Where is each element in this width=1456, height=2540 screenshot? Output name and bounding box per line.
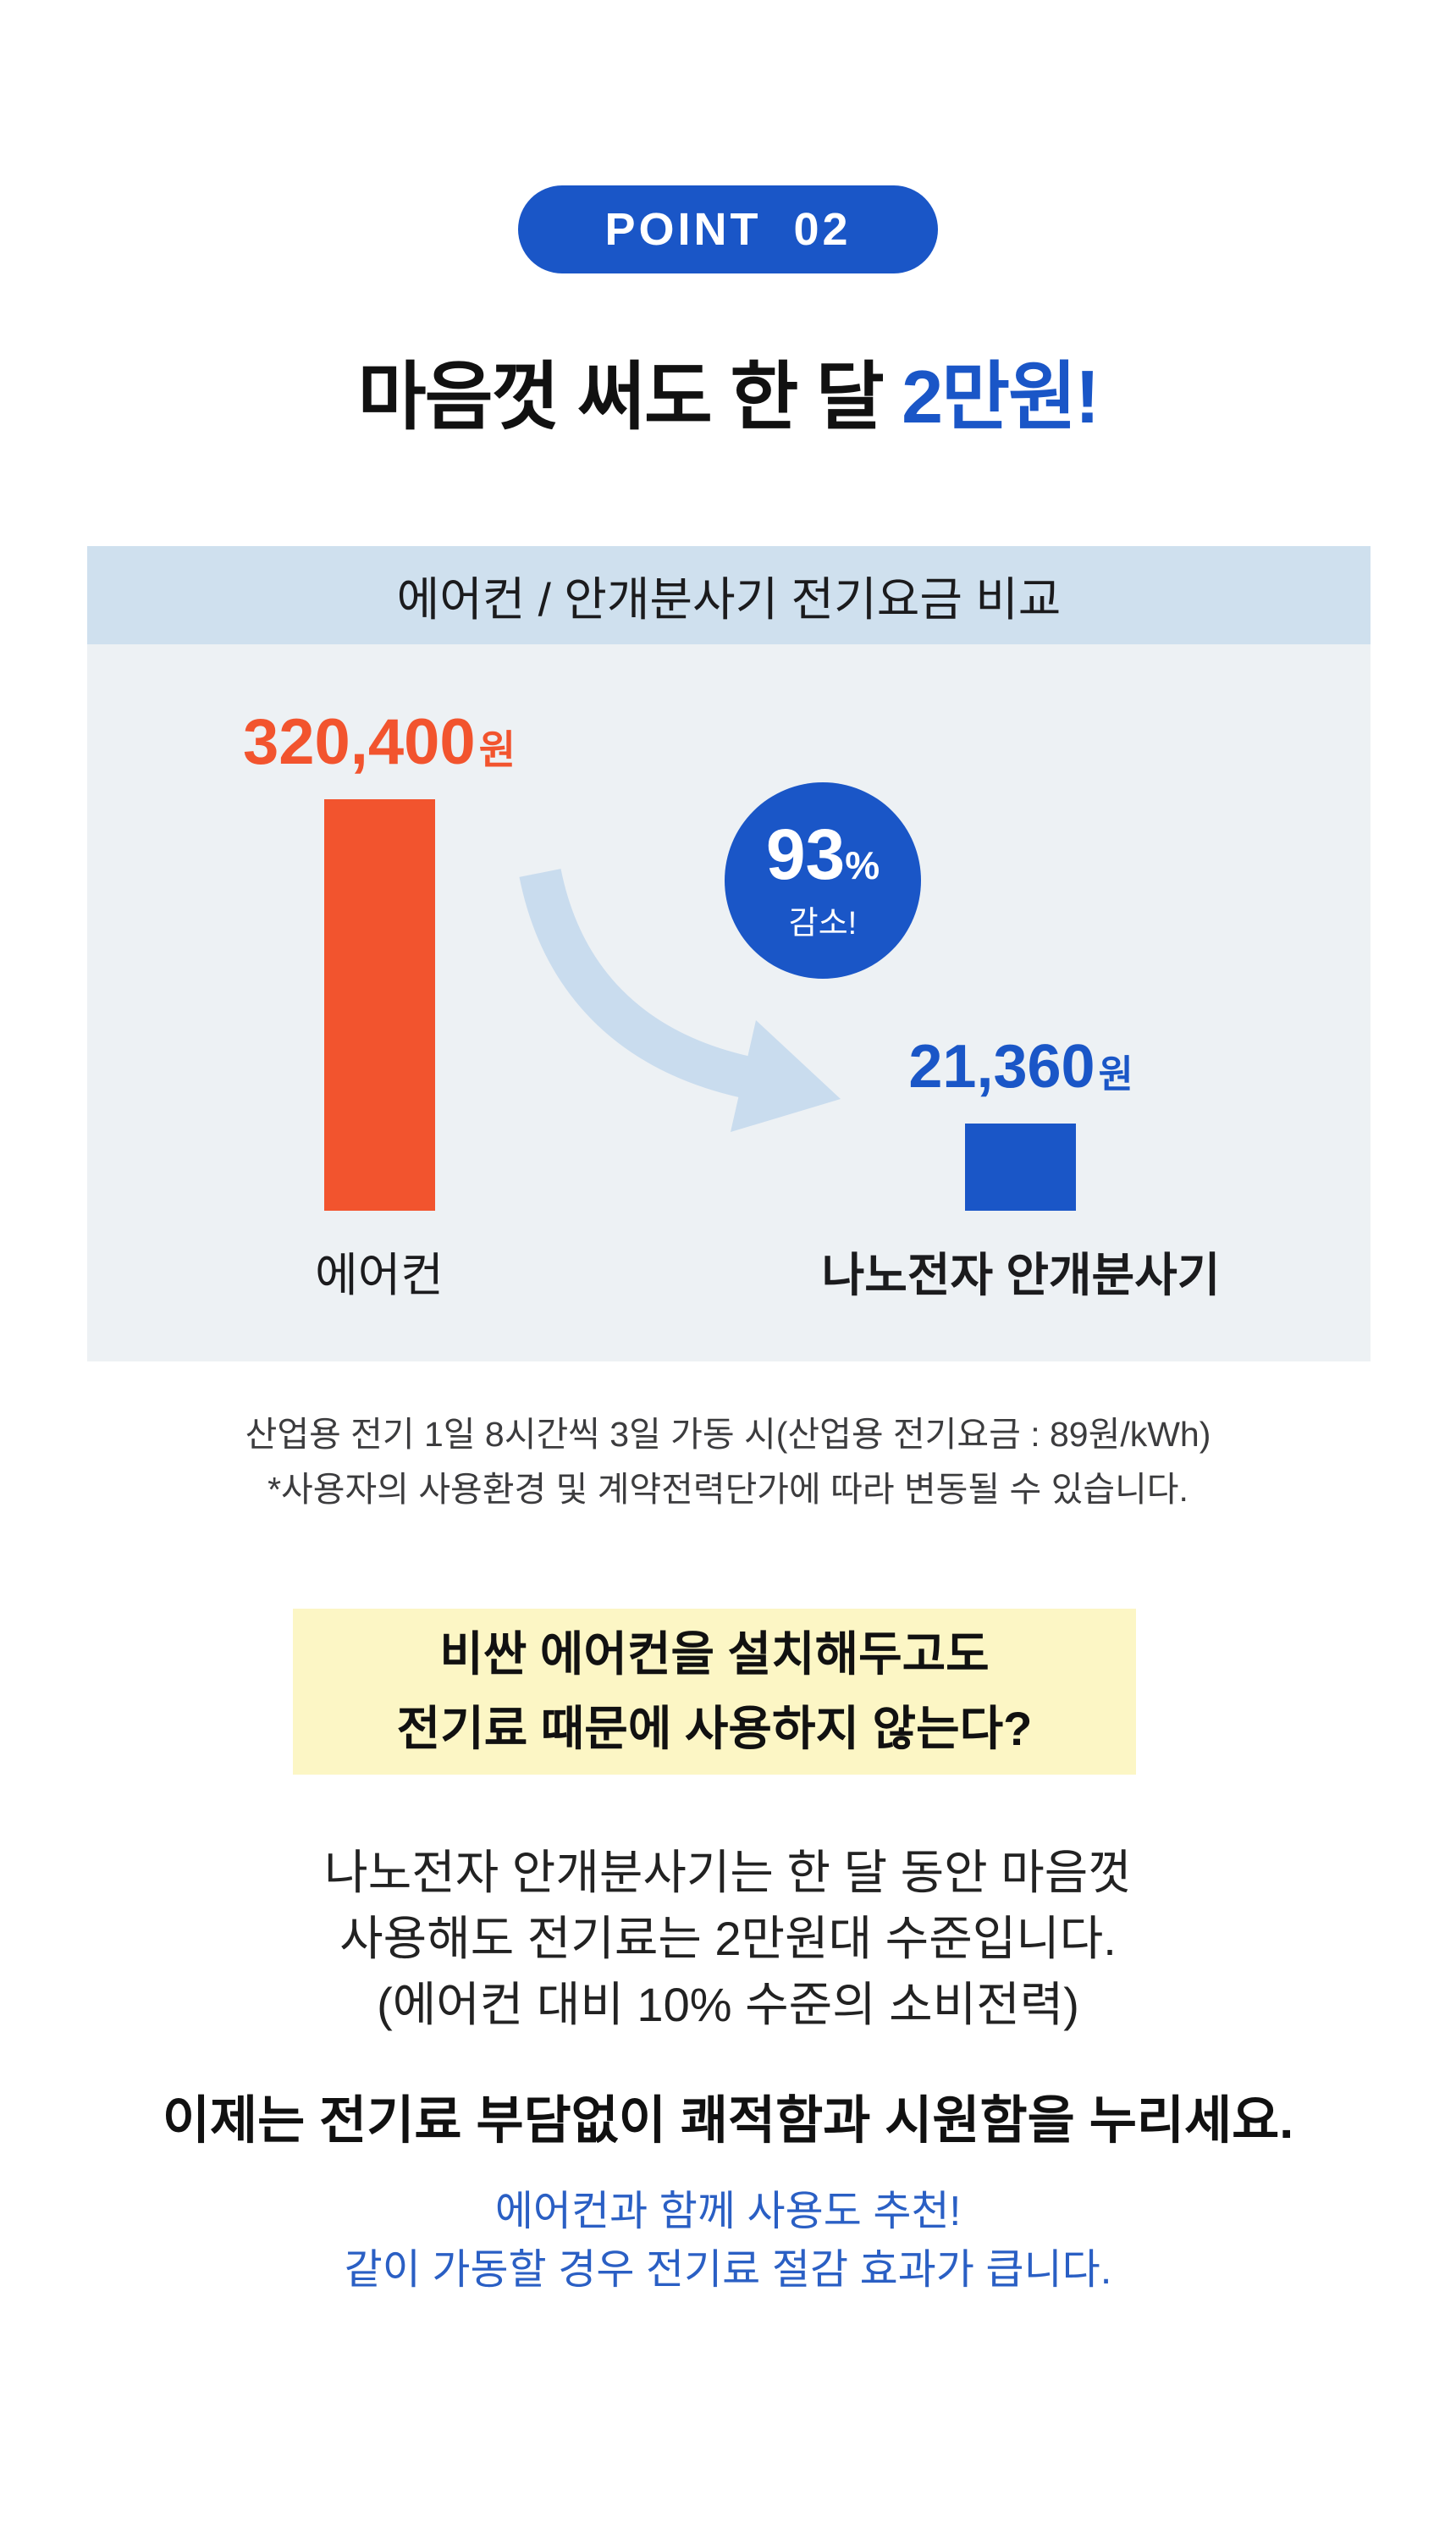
question-line2: 전기료 때문에 사용하지 않는다?	[396, 1702, 1033, 1755]
reduction-badge: 93% 감소!	[725, 782, 921, 979]
mist-label: 나노전자 안개분사기	[821, 1249, 1221, 1301]
description: 나노전자 안개분사기는 한 달 동안 마음껏 사용해도 전기료는 2만원대 수준…	[0, 1840, 1456, 2038]
aircon-bar	[324, 799, 435, 1211]
question-box: 비싼 에어컨을 설치해두고도 전기료 때문에 사용하지 않는다?	[293, 1609, 1136, 1775]
percent-sign: %	[845, 842, 880, 887]
comparison-panel-title: 에어컨 / 안개분사기 전기요금 비교	[87, 546, 1371, 644]
description-line1: 나노전자 안개분사기는 한 달 동안 마음껏	[324, 1846, 1132, 1899]
reduction-value: 93	[765, 814, 846, 894]
point-badge: POINT 02	[518, 185, 938, 273]
aircon-price-unit: 원	[478, 727, 516, 772]
question-line1: 비싼 에어컨을 설치해두고도	[439, 1627, 990, 1681]
emphasis-text: 이제는 전기료 부담없이 쾌적함과 시원함을 누리세요.	[162, 2091, 1294, 2149]
decrease-arrow-icon	[519, 868, 841, 1132]
reduction-percent: 93%	[766, 819, 880, 890]
recommendation: 에어컨과 함께 사용도 추천! 같이 가동할 경우 전기료 절감 효과가 큽니다…	[0, 2183, 1456, 2300]
footnote: 산업용 전기 1일 8시간씩 3일 가동 시(산업용 전기요금 : 89원/kW…	[0, 1407, 1456, 1517]
comparison-panel: 에어컨 / 안개분사기 전기요금 비교 320,400원 93% 감소! 21,…	[87, 546, 1371, 1361]
description-line3: (에어컨 대비 10% 수준의 소비전력)	[377, 1978, 1079, 2031]
point-badge-label: POINT 02	[604, 204, 852, 255]
reduction-caption: 감소!	[788, 905, 858, 941]
mist-price-value: 21,360	[908, 1033, 1095, 1101]
recommendation-line1: 에어컨과 함께 사용도 추천!	[494, 2189, 962, 2234]
description-line2: 사용해도 전기료는 2만원대 수준입니다.	[339, 1912, 1117, 1965]
footnote-line2: *사용자의 사용환경 및 계약전력단가에 따라 변동될 수 있습니다.	[267, 1470, 1189, 1509]
mist-bar	[965, 1124, 1076, 1211]
mist-price-unit: 원	[1098, 1054, 1133, 1096]
aircon-price-value: 320,400	[242, 706, 476, 778]
comparison-chart: 320,400원 93% 감소! 21,360원 에어컨 나노전자 안개분사기	[87, 644, 1371, 1361]
aircon-label: 에어컨	[315, 1249, 444, 1301]
page-title-highlight: 2만원!	[902, 355, 1100, 439]
page-title-prefix: 마음껏 써도 한 달	[357, 355, 902, 439]
page-title: 마음껏 써도 한 달 2만원!	[0, 337, 1456, 444]
mist-price: 21,360원	[908, 1032, 1133, 1102]
recommendation-line2: 같이 가동할 경우 전기료 절감 효과가 큽니다.	[344, 2247, 1112, 2293]
aircon-price: 320,400원	[243, 705, 516, 779]
footnote-line1: 산업용 전기 1일 8시간씩 3일 가동 시(산업용 전기요금 : 89원/kW…	[245, 1415, 1211, 1454]
